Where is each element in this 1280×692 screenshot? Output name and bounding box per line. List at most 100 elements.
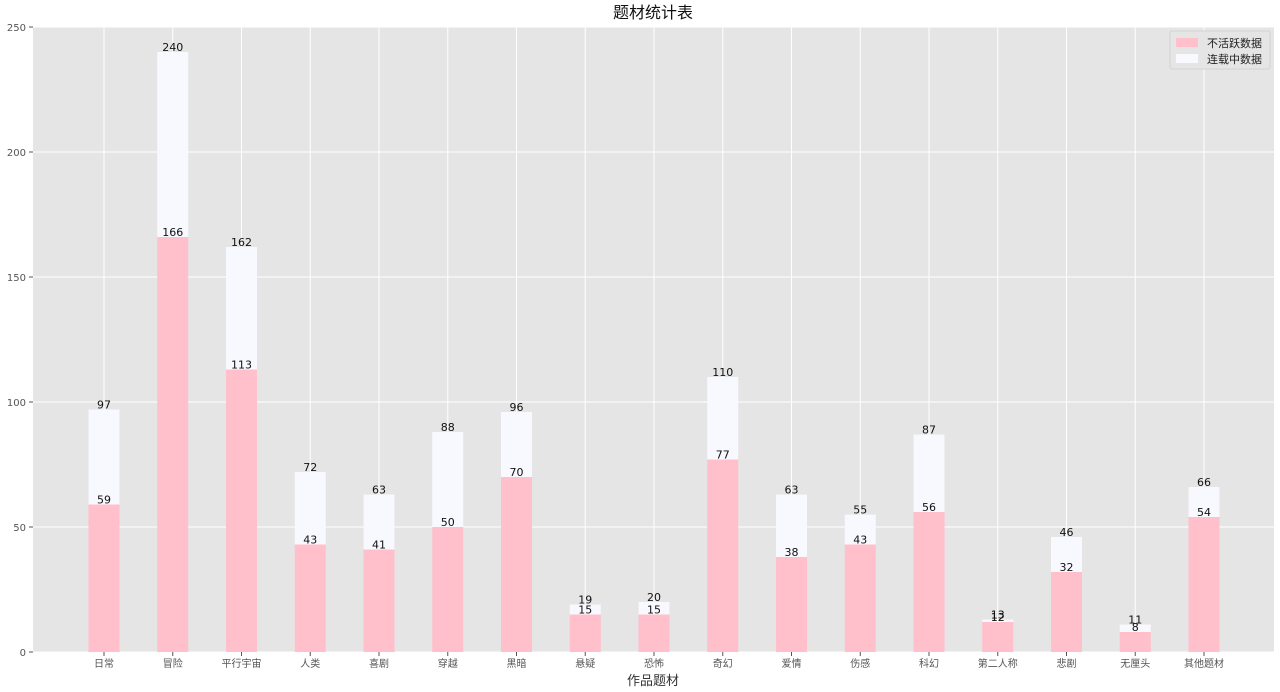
bar-label-total: 11: [1128, 614, 1142, 627]
bar-label-series1: 70: [510, 466, 524, 479]
bar-series1: [982, 622, 1014, 652]
y-tick-label: 50: [13, 523, 26, 534]
y-tick-label: 150: [7, 273, 26, 284]
bar-label-series1: 59: [97, 494, 111, 507]
bar-label-total: 20: [647, 591, 661, 604]
bar-series1: [844, 544, 876, 652]
bar-series1: [1119, 632, 1151, 652]
bar-label-total: 87: [922, 424, 936, 437]
x-tick-label: 平行宇宙: [222, 657, 262, 670]
x-tick-label: 无厘头: [1120, 658, 1150, 670]
bar-label-series1: 43: [853, 534, 867, 547]
x-tick-label: 黑暗: [507, 657, 527, 670]
bar-series2: [1188, 487, 1220, 517]
bar-series1: [432, 527, 464, 652]
legend-label: 连载中数据: [1207, 52, 1262, 66]
chart-title: 题材统计表: [613, 3, 693, 22]
bar-label-total: 162: [231, 236, 252, 249]
bar-series2: [638, 602, 670, 615]
bar-label-series1: 32: [1060, 561, 1074, 574]
bar-label-total: 66: [1197, 476, 1211, 489]
bar-series2: [1119, 624, 1151, 632]
x-tick-label: 其他题材: [1184, 657, 1224, 670]
bar-label-total: 63: [372, 484, 386, 497]
bar-series1: [88, 504, 120, 652]
bar-series2: [569, 604, 601, 615]
x-tick-label: 爱情: [782, 657, 802, 670]
bar-label-total: 19: [578, 594, 592, 607]
bar-series1: [294, 544, 326, 652]
bar-series2: [88, 409, 120, 505]
y-tick-label: 250: [7, 23, 26, 34]
x-tick-label: 悲剧: [1057, 657, 1077, 670]
bar-label-series1: 113: [231, 359, 252, 372]
x-tick-label: 科幻: [919, 657, 939, 670]
bar-label-total: 72: [303, 461, 317, 474]
x-tick-label: 人类: [300, 657, 320, 670]
x-tick-label: 奇幻: [713, 657, 733, 670]
bar-label-series1: 38: [785, 546, 799, 559]
bar-label-series1: 50: [441, 516, 455, 529]
bar-series1: [1188, 517, 1220, 652]
bar-series2: [157, 52, 189, 237]
bar-series1: [226, 369, 257, 652]
bar-series2: [294, 472, 326, 545]
bar-series2: [776, 494, 807, 557]
bar-series2: [432, 432, 464, 527]
bar-labels: 5997166240113162437241635088709615191520…: [97, 41, 1211, 634]
bar-series1: [157, 237, 189, 652]
x-tick-label: 冒险: [163, 657, 183, 670]
legend-swatch: [1176, 38, 1198, 47]
bar-label-total: 46: [1060, 526, 1074, 539]
legend-label: 不活跃数据: [1207, 36, 1262, 50]
bar-label-total: 96: [510, 401, 524, 414]
bar-label-series1: 166: [162, 226, 183, 239]
bar-series1: [1051, 572, 1082, 652]
bar-label-series1: 41: [372, 539, 386, 552]
bar-series1: [913, 512, 945, 652]
x-axis: 日常 冒险 平行宇宙 人类 喜剧 穿越 黑暗 悬疑 恐怖 奇幻 爱情 伤感 科幻 第二人称 悲剧 无厘头 其他题…: [94, 652, 1224, 670]
y-axis: 0 50 100 150 200 250: [7, 23, 33, 659]
bar-label-total: 13: [991, 609, 1005, 622]
bar-label-total: 97: [97, 399, 111, 412]
y-tick-label: 0: [20, 648, 26, 659]
bar-series2: [844, 514, 876, 545]
bar-series2: [913, 434, 945, 512]
bar-label-series1: 12: [991, 611, 1005, 624]
bar-series2: [501, 412, 532, 477]
bar-series1: [569, 614, 601, 652]
bars: [88, 52, 1220, 652]
bar-label-total: 63: [785, 484, 799, 497]
y-tick-label: 100: [7, 398, 26, 409]
bar-label-total: 55: [853, 504, 867, 517]
x-tick-label: 恐怖: [644, 657, 664, 670]
x-tick-label: 第二人称: [978, 657, 1018, 670]
x-tick-label: 伤感: [850, 657, 870, 670]
legend-swatch: [1176, 54, 1198, 63]
bar-series1: [776, 557, 807, 652]
bar-label-total: 110: [712, 366, 733, 379]
x-tick-label: 悬疑: [575, 658, 595, 670]
bar-series2: [363, 494, 395, 550]
bar-series2: [982, 619, 1014, 622]
x-tick-label: 日常: [94, 657, 114, 670]
bar-label-series1: 15: [647, 604, 661, 617]
bar-label-series1: 8: [1132, 621, 1139, 634]
bar-series1: [638, 614, 670, 652]
bar-label-total: 88: [441, 421, 455, 434]
y-tick-label: 200: [7, 148, 26, 159]
x-tick-label: 喜剧: [369, 657, 389, 670]
bar-series1: [707, 459, 739, 652]
bar-label-series1: 15: [578, 604, 592, 617]
bar-label-series1: 56: [922, 501, 936, 514]
bar-label-series1: 54: [1197, 506, 1211, 519]
bar-series1: [363, 549, 395, 652]
bar-series2: [707, 377, 739, 460]
bar-label-total: 240: [162, 41, 183, 54]
x-axis-title: 作品题材: [627, 674, 679, 689]
bar-series2: [1051, 537, 1082, 572]
bar-series2: [226, 247, 257, 370]
